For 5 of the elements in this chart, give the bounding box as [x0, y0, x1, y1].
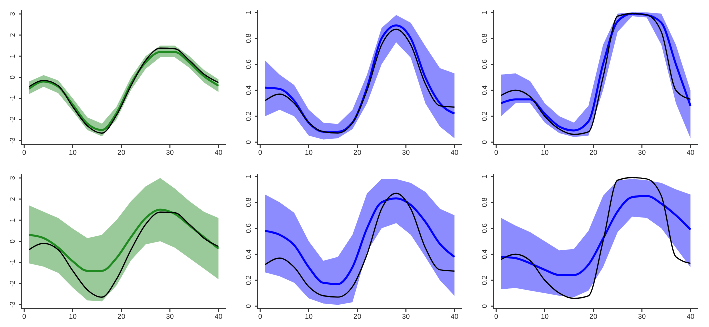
line-series	[264, 197, 456, 285]
line-series	[28, 211, 220, 298]
line-series	[500, 194, 692, 276]
line-series	[264, 192, 456, 298]
line-series	[28, 208, 220, 272]
